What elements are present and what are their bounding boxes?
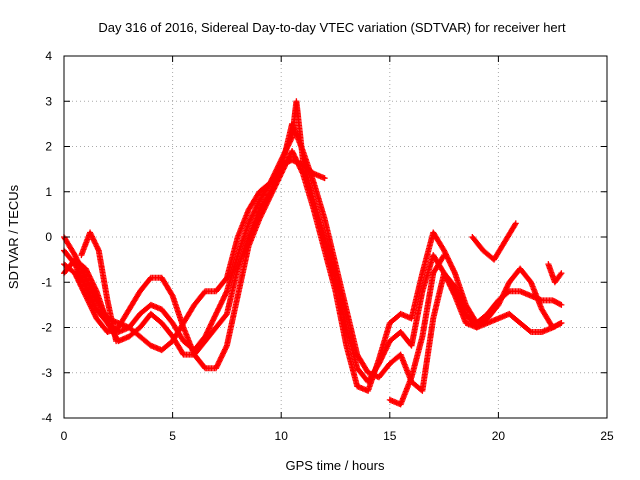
y-tick-label: 0	[45, 230, 52, 244]
data-markers	[61, 98, 565, 408]
data-point	[440, 253, 447, 260]
data-point	[441, 252, 448, 259]
y-tick-label: 2	[45, 140, 52, 154]
data-point	[557, 271, 564, 278]
x-tick-label: 20	[492, 429, 506, 443]
y-tick-label: -2	[41, 321, 52, 335]
data-point	[558, 301, 565, 308]
chart-title: Day 316 of 2016, Sidereal Day-to-day VTE…	[98, 20, 566, 35]
x-tick-label: 25	[600, 429, 614, 443]
x-tick-label: 5	[169, 429, 176, 443]
y-axis-label: SDTVAR / TECUs	[6, 184, 21, 289]
series-track-4	[61, 157, 328, 354]
series-track-3	[61, 120, 565, 394]
data-point	[558, 270, 565, 277]
y-tick-label: -3	[41, 366, 52, 380]
x-axis-label: GPS time / hours	[286, 458, 385, 473]
data-point	[321, 175, 328, 182]
data-point	[526, 328, 533, 335]
series-track-1	[61, 148, 565, 394]
y-tick-label: 3	[45, 94, 52, 108]
series-track-2	[61, 98, 565, 385]
y-tick-label: 1	[45, 185, 52, 199]
data-point	[113, 338, 120, 345]
plot-border	[63, 55, 608, 419]
y-tick-label: -1	[41, 275, 52, 289]
series-track-7	[469, 220, 519, 263]
x-tick-label: 10	[275, 429, 289, 443]
series-track-8	[545, 261, 565, 286]
data-point	[512, 221, 518, 228]
x-tick-label: 15	[383, 429, 397, 443]
series-track-6	[386, 252, 448, 408]
data-point	[168, 291, 175, 298]
x-tick-label: 0	[61, 429, 68, 443]
data-point	[558, 319, 565, 326]
y-tick-label: 4	[45, 49, 52, 63]
y-tick-label: -4	[41, 411, 52, 425]
series-track-5	[78, 229, 120, 345]
data-point	[512, 220, 519, 227]
grid-lines	[64, 56, 607, 418]
